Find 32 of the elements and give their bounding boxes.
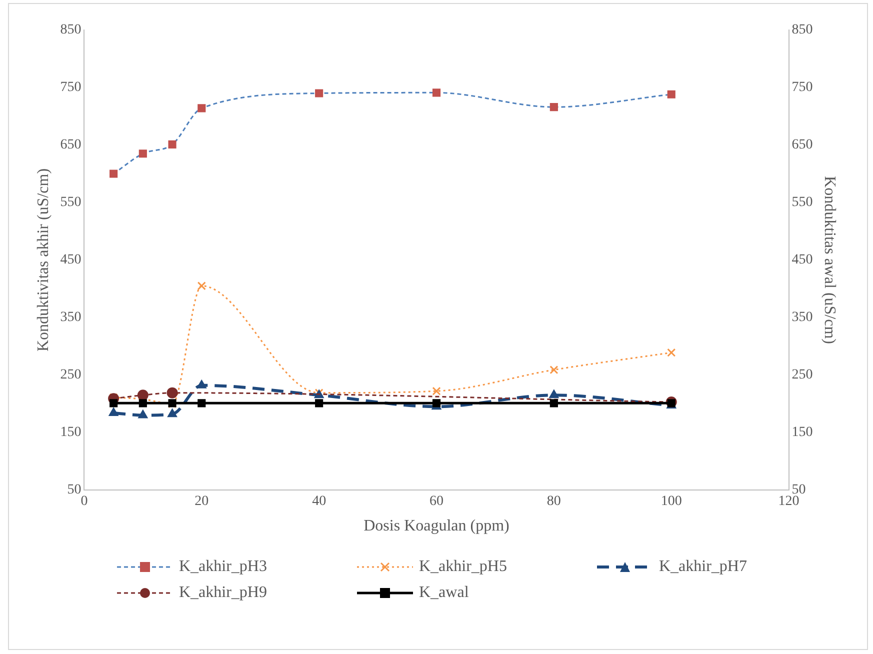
y2-tick-label: 450	[792, 252, 813, 268]
y-tick-label: 50	[67, 482, 82, 498]
y-tick-label: 450	[60, 252, 82, 268]
y-tick-label: 550	[60, 195, 82, 210]
x-tick-label: 40	[312, 494, 326, 510]
y2-tick-label: 150	[792, 425, 813, 440]
y2-tick-label: 250	[792, 368, 813, 383]
legend-label: K_akhir_pH3	[179, 558, 267, 576]
x-tick-label: 80	[546, 494, 561, 510]
x-tick-label: 20	[194, 494, 209, 510]
y2-tick-label: 550	[792, 195, 813, 210]
y2-tick-label: 350	[792, 310, 813, 326]
y-tick-label: 250	[60, 368, 82, 383]
legend-label: K_akhir_pH9	[179, 584, 267, 602]
x-tick-label: 100	[660, 494, 682, 510]
x-tick-label: 0	[80, 494, 88, 510]
x-tick-label: 120	[778, 494, 800, 510]
y2-tick-label: 650	[792, 138, 813, 153]
y-tick-label: 150	[60, 425, 82, 440]
y-tick-label: 750	[60, 80, 82, 96]
y-tick-label: 650	[60, 138, 82, 153]
y2-tick-label: 850	[792, 22, 813, 38]
y2-axis-title: Konduktitas awal (uS/cm)	[821, 176, 838, 344]
y2-tick-label: 750	[792, 80, 813, 96]
legend-label: K_akhir_pH7	[659, 558, 747, 576]
y-axis-title: Konduktivitas akhir (uS/cm)	[34, 168, 52, 352]
legend-label: K_akhir_pH5	[419, 558, 507, 576]
legend-label: K_awal	[419, 584, 469, 602]
x-axis-title: Dosis Koagulan (ppm)	[364, 518, 510, 535]
y-tick-label: 350	[60, 310, 82, 326]
y-tick-label: 850	[60, 22, 82, 38]
x-tick-label: 60	[430, 494, 444, 510]
